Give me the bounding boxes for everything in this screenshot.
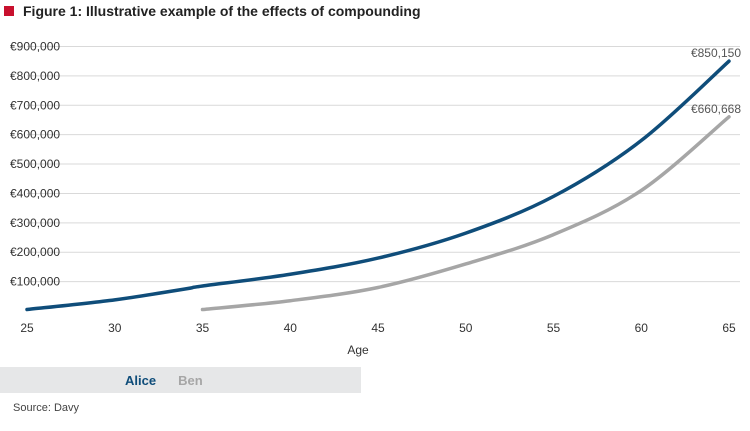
y-tick-label: €400,000: [10, 186, 60, 200]
figure-title: Figure 1: Illustrative example of the ef…: [23, 3, 421, 19]
y-tick-label: €200,000: [10, 245, 60, 259]
x-tick-label: 25: [20, 321, 34, 335]
source-note: Source: Davy: [13, 402, 80, 414]
series-lines: [25, 59, 731, 312]
series-line-ben: [200, 115, 731, 312]
x-axis-tick-labels: 25 30 35 40 45 50 55 60 65: [20, 321, 736, 335]
end-label-alice: €850,150: [691, 46, 741, 60]
figure-title-row: Figure 1: Illustrative example of the ef…: [4, 3, 421, 19]
x-tick-label: 50: [459, 321, 473, 335]
grid-lines: [27, 46, 740, 283]
legend-item-alice: Alice: [125, 372, 157, 388]
y-tick-label: €800,000: [10, 69, 60, 83]
y-axis-tick-labels: €100,000 €200,000 €300,000 €400,000 €500,000…: [10, 40, 60, 289]
end-label-ben: €660,668: [691, 102, 741, 116]
y-tick-label: €600,000: [10, 128, 60, 142]
legend: Alice Ben: [0, 367, 361, 393]
legend-item-ben: Ben: [178, 372, 203, 388]
x-tick-label: 35: [196, 321, 210, 335]
x-tick-label: 30: [108, 321, 122, 335]
x-axis-title: Age: [347, 343, 369, 357]
x-tick-label: 60: [635, 321, 649, 335]
y-tick-label: €100,000: [10, 275, 60, 289]
y-tick-label: €300,000: [10, 216, 60, 230]
y-tick-label: €700,000: [10, 98, 60, 112]
y-tick-label: €500,000: [10, 157, 60, 171]
series-line-alice: [25, 59, 731, 312]
x-tick-label: 40: [284, 321, 298, 335]
x-tick-label: 65: [722, 321, 736, 335]
title-marker-square: [4, 6, 14, 16]
x-tick-label: 55: [547, 321, 561, 335]
line-chart: €100,000 €200,000 €300,000 €400,000 €500,000…: [10, 40, 741, 358]
x-tick-label: 45: [371, 321, 385, 335]
series-end-labels: €850,150 €660,668: [691, 46, 741, 116]
y-tick-label: €900,000: [10, 40, 60, 54]
